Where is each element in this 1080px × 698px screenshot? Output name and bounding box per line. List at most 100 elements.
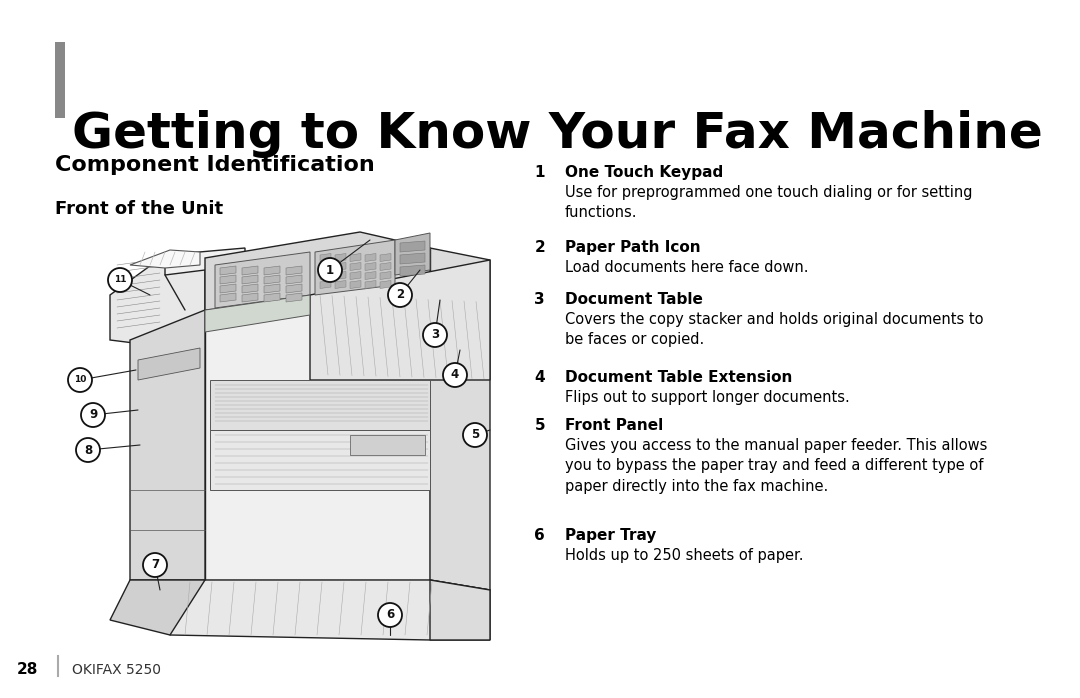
Polygon shape: [220, 293, 237, 302]
Polygon shape: [335, 272, 346, 279]
Polygon shape: [350, 272, 361, 279]
Polygon shape: [130, 310, 205, 580]
Text: 6: 6: [386, 609, 394, 621]
Polygon shape: [286, 284, 302, 293]
Polygon shape: [264, 266, 280, 275]
Text: 2: 2: [535, 240, 545, 255]
Polygon shape: [365, 262, 376, 271]
Text: 1: 1: [326, 264, 334, 276]
Circle shape: [68, 368, 92, 392]
Polygon shape: [400, 241, 426, 252]
Polygon shape: [310, 260, 490, 380]
Text: Paper Path Icon: Paper Path Icon: [565, 240, 701, 255]
Circle shape: [152, 554, 164, 566]
Polygon shape: [264, 293, 280, 302]
Polygon shape: [286, 266, 302, 275]
Text: Front of the Unit: Front of the Unit: [55, 200, 224, 218]
Polygon shape: [286, 275, 302, 284]
Polygon shape: [335, 262, 346, 271]
Text: Flips out to support longer documents.: Flips out to support longer documents.: [565, 390, 850, 405]
Polygon shape: [264, 284, 280, 293]
Text: OKIFAX 5250: OKIFAX 5250: [72, 663, 161, 677]
Text: Component Identification: Component Identification: [55, 155, 375, 175]
Text: Covers the copy stacker and holds original documents to
be faces or copied.: Covers the copy stacker and holds origin…: [565, 312, 984, 348]
Polygon shape: [130, 250, 200, 268]
Text: Gives you access to the manual paper feeder. This allows
you to bypass the paper: Gives you access to the manual paper fee…: [565, 438, 987, 493]
Circle shape: [108, 268, 132, 292]
Polygon shape: [220, 284, 237, 293]
Polygon shape: [138, 348, 200, 380]
Polygon shape: [350, 281, 361, 288]
Circle shape: [76, 438, 100, 462]
Polygon shape: [286, 293, 302, 302]
Polygon shape: [395, 233, 430, 275]
Polygon shape: [335, 281, 346, 288]
Polygon shape: [350, 435, 426, 455]
Polygon shape: [205, 310, 430, 580]
Polygon shape: [335, 253, 346, 262]
Text: Load documents here face down.: Load documents here face down.: [565, 260, 809, 275]
Polygon shape: [220, 275, 237, 284]
Polygon shape: [220, 266, 237, 275]
Text: 3: 3: [535, 292, 545, 307]
Polygon shape: [430, 248, 490, 590]
Text: 8: 8: [84, 443, 92, 456]
Polygon shape: [242, 284, 258, 293]
Polygon shape: [365, 253, 376, 262]
Polygon shape: [430, 580, 490, 640]
Polygon shape: [210, 430, 430, 490]
Polygon shape: [365, 272, 376, 279]
Bar: [55, 42, 65, 118]
Circle shape: [318, 258, 342, 282]
Polygon shape: [170, 580, 490, 640]
Polygon shape: [380, 281, 391, 288]
Polygon shape: [350, 262, 361, 271]
Polygon shape: [264, 275, 280, 284]
Text: 10: 10: [73, 376, 86, 385]
Polygon shape: [215, 252, 310, 308]
Text: 4: 4: [535, 370, 545, 385]
Polygon shape: [110, 255, 205, 345]
Circle shape: [463, 423, 487, 447]
Polygon shape: [242, 275, 258, 284]
Text: 5: 5: [471, 429, 480, 442]
Polygon shape: [110, 580, 205, 635]
Text: 3: 3: [431, 329, 440, 341]
Polygon shape: [320, 272, 330, 279]
Text: 7: 7: [151, 558, 159, 572]
Text: 6: 6: [535, 528, 545, 543]
Circle shape: [388, 283, 411, 307]
Text: Use for preprogrammed one touch dialing or for setting
functions.: Use for preprogrammed one touch dialing …: [565, 185, 972, 221]
Polygon shape: [320, 253, 330, 262]
Text: 1: 1: [535, 165, 545, 180]
Text: 5: 5: [535, 418, 545, 433]
Polygon shape: [315, 240, 395, 295]
Text: Paper Tray: Paper Tray: [565, 528, 657, 543]
Circle shape: [143, 553, 167, 577]
Circle shape: [378, 603, 402, 627]
Text: Front Panel: Front Panel: [565, 418, 663, 433]
Polygon shape: [365, 281, 376, 288]
Polygon shape: [320, 281, 330, 288]
Polygon shape: [380, 262, 391, 271]
Text: 2: 2: [396, 288, 404, 302]
Text: One Touch Keypad: One Touch Keypad: [565, 165, 724, 180]
Text: Document Table: Document Table: [565, 292, 703, 307]
Circle shape: [423, 323, 447, 347]
Circle shape: [81, 403, 105, 427]
Polygon shape: [165, 248, 245, 275]
Polygon shape: [380, 253, 391, 262]
Polygon shape: [242, 293, 258, 302]
Circle shape: [443, 363, 467, 387]
Text: Holds up to 250 sheets of paper.: Holds up to 250 sheets of paper.: [565, 548, 804, 563]
Polygon shape: [210, 380, 430, 430]
Polygon shape: [350, 253, 361, 262]
Text: 28: 28: [16, 662, 38, 678]
Text: 4: 4: [450, 369, 459, 382]
Polygon shape: [400, 253, 426, 264]
Text: Getting to Know Your Fax Machine: Getting to Know Your Fax Machine: [72, 110, 1043, 158]
Polygon shape: [205, 295, 310, 332]
Text: Document Table Extension: Document Table Extension: [565, 370, 793, 385]
Polygon shape: [205, 232, 430, 310]
Text: 11: 11: [113, 276, 126, 285]
